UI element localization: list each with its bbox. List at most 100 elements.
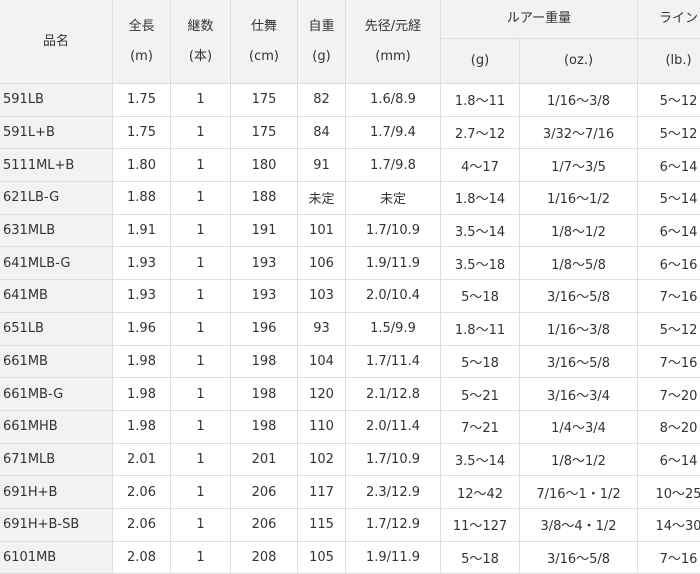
cell-pieces: 1 [170, 377, 231, 411]
header-closed-length: 仕舞 (cm) [230, 0, 298, 84]
cell-weight: 93 [297, 311, 346, 346]
cell-closed-length: 180 [230, 148, 298, 183]
cell-lure-g: 2.7〜12 [440, 115, 520, 150]
cell-lure-g: 1.8〜11 [440, 311, 520, 346]
cell-diameter: 未定 [345, 181, 441, 215]
cell-line-lb: 5〜14 [637, 181, 700, 215]
cell-diameter: 1.7/11.4 [345, 344, 441, 379]
cell-length: 1.91 [112, 213, 171, 248]
cell-length: 1.93 [112, 279, 171, 313]
cell-lure-oz: 7/16〜1・1/2 [518, 475, 639, 509]
cell-model-name: 5111ML+B [0, 148, 113, 183]
cell-lure-oz: 1/8〜5/8 [518, 246, 639, 281]
cell-lure-oz: 3/8〜4・1/2 [518, 507, 639, 542]
cell-lure-oz: 1/4〜3/4 [518, 409, 639, 444]
cell-line-lb: 7〜16 [637, 344, 700, 379]
cell-weight: 106 [297, 246, 346, 281]
cell-model-name: 641MLB-G [0, 246, 113, 281]
cell-model-name: 641MB [0, 279, 113, 313]
cell-lure-oz: 1/16〜1/2 [518, 181, 639, 215]
cell-lure-g: 5〜18 [440, 540, 520, 574]
cell-length: 1.98 [112, 344, 171, 379]
cell-pieces: 1 [170, 115, 231, 150]
cell-diameter: 2.0/11.4 [345, 409, 441, 444]
cell-closed-length: 175 [230, 115, 298, 150]
cell-lure-oz: 1/8〜1/2 [518, 213, 639, 248]
cell-length: 1.98 [112, 409, 171, 444]
cell-diameter: 1.7/10.9 [345, 442, 441, 477]
cell-model-name: 651LB [0, 311, 113, 346]
cell-model-name: 691H+B-SB [0, 507, 113, 542]
cell-lure-g: 1.8〜14 [440, 181, 520, 215]
cell-length: 2.06 [112, 507, 171, 542]
cell-weight: 82 [297, 83, 346, 117]
cell-diameter: 1.6/8.9 [345, 83, 441, 117]
cell-diameter: 1.9/11.9 [345, 246, 441, 281]
cell-length: 1.88 [112, 181, 171, 215]
header-weight: 自重 (g) [297, 0, 346, 84]
cell-closed-length: 191 [230, 213, 298, 248]
cell-model-name: 661MB-G [0, 377, 113, 411]
table-row: 5111ML+B 1.80 1 180 91 1.7/9.8 4〜17 1/7〜3/5 6〜14 [0, 148, 700, 183]
cell-lure-g: 3.5〜18 [440, 246, 520, 281]
table-row: 631MLB 1.91 1 191 101 1.7/10.9 3.5〜14 1/8〜1/2 6〜… [0, 213, 700, 248]
cell-pieces: 1 [170, 311, 231, 346]
cell-pieces: 1 [170, 181, 231, 215]
cell-model-name: 591LB [0, 83, 113, 117]
cell-weight: 未定 [297, 181, 346, 215]
header-line: ライン [637, 0, 700, 39]
cell-weight: 84 [297, 115, 346, 150]
cell-lure-oz: 1/7〜3/5 [518, 148, 639, 183]
cell-weight: 101 [297, 213, 346, 248]
table-row: 641MB 1.93 1 193 103 2.0/10.4 5〜18 3/16〜5/8 7〜16 [0, 279, 700, 313]
cell-diameter: 1.7/9.4 [345, 115, 441, 150]
table-row: 591LB 1.75 1 175 82 1.6/8.9 1.8〜11 1/16〜3/8 5〜12 [0, 83, 700, 117]
cell-weight: 104 [297, 344, 346, 379]
cell-lure-oz: 3/32〜7/16 [518, 115, 639, 150]
cell-closed-length: 208 [230, 540, 298, 574]
cell-closed-length: 175 [230, 83, 298, 117]
cell-lure-oz: 1/16〜3/8 [518, 311, 639, 346]
cell-weight: 115 [297, 507, 346, 542]
cell-diameter: 1.5/9.9 [345, 311, 441, 346]
header-lure-g: (g) [440, 38, 520, 84]
cell-pieces: 1 [170, 279, 231, 313]
cell-lure-g: 12〜42 [440, 475, 520, 509]
table-row: 591L+B 1.75 1 175 84 1.7/9.4 2.7〜12 3/32〜7/16 5〜… [0, 115, 700, 150]
header-lure-oz: (oz.) [518, 38, 639, 84]
cell-closed-length: 193 [230, 246, 298, 281]
cell-model-name: 631MLB [0, 213, 113, 248]
cell-line-lb: 7〜16 [637, 279, 700, 313]
cell-pieces: 1 [170, 540, 231, 574]
cell-weight: 120 [297, 377, 346, 411]
cell-lure-g: 5〜18 [440, 344, 520, 379]
cell-lure-oz: 3/16〜5/8 [518, 540, 639, 574]
cell-pieces: 1 [170, 442, 231, 477]
cell-weight: 103 [297, 279, 346, 313]
cell-model-name: 671MLB [0, 442, 113, 477]
cell-pieces: 1 [170, 475, 231, 509]
cell-lure-oz: 3/16〜3/4 [518, 377, 639, 411]
table-row: 6101MB 2.08 1 208 105 1.9/11.9 5〜18 3/16〜5/8 7〜1… [0, 540, 700, 574]
cell-closed-length: 193 [230, 279, 298, 313]
cell-lure-g: 5〜18 [440, 279, 520, 313]
cell-model-name: 591L+B [0, 115, 113, 150]
cell-line-lb: 5〜12 [637, 115, 700, 150]
table-row: 661MB-G 1.98 1 198 120 2.1/12.8 5〜21 3/16〜3/4 7〜… [0, 377, 700, 411]
cell-lure-g: 11〜127 [440, 507, 520, 542]
cell-length: 1.75 [112, 115, 171, 150]
cell-line-lb: 6〜14 [637, 213, 700, 248]
cell-closed-length: 198 [230, 409, 298, 444]
table-row: 661MHB 1.98 1 198 110 2.0/11.4 7〜21 1/4〜3/4 8〜20 [0, 409, 700, 444]
cell-lure-oz: 1/8〜1/2 [518, 442, 639, 477]
cell-lure-g: 4〜17 [440, 148, 520, 183]
cell-length: 1.93 [112, 246, 171, 281]
cell-weight: 102 [297, 442, 346, 477]
header-name: 品名 [0, 0, 113, 84]
cell-lure-g: 1.8〜11 [440, 83, 520, 117]
cell-diameter: 2.1/12.8 [345, 377, 441, 411]
cell-pieces: 1 [170, 83, 231, 117]
cell-model-name: 661MHB [0, 409, 113, 444]
cell-diameter: 1.7/12.9 [345, 507, 441, 542]
